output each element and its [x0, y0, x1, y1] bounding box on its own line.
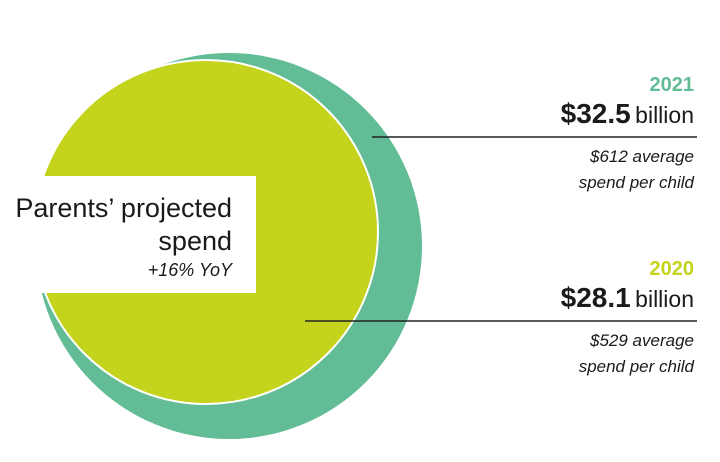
amount-label-2020: $28.1 billion	[561, 282, 694, 314]
note-2020-line2: spend per child	[578, 357, 694, 376]
amount-unit-2020: billion	[635, 286, 694, 312]
year-label-2020: 2020	[649, 258, 695, 280]
chart-subtitle: +16% YoY	[147, 260, 232, 280]
note-2021: $612 average spend per child	[579, 144, 694, 196]
amount-value-2021: $32.5	[560, 98, 631, 129]
note-2020: $529 average spend per child	[579, 328, 694, 380]
year-label-2021: 2021	[649, 74, 695, 96]
amount-value-2020: $28.1	[560, 282, 631, 313]
title-panel: Parents’ projected spend +16% YoY	[0, 176, 256, 293]
amount-label-2021: $32.5 billion	[561, 98, 694, 130]
note-2021-line2: spend per child	[578, 173, 694, 192]
note-2020-line1: $529 average	[590, 331, 694, 350]
chart-title: Parents’ projected spend	[15, 193, 232, 256]
note-2021-line1: $612 average	[590, 147, 694, 166]
amount-unit-2021: billion	[635, 102, 694, 128]
